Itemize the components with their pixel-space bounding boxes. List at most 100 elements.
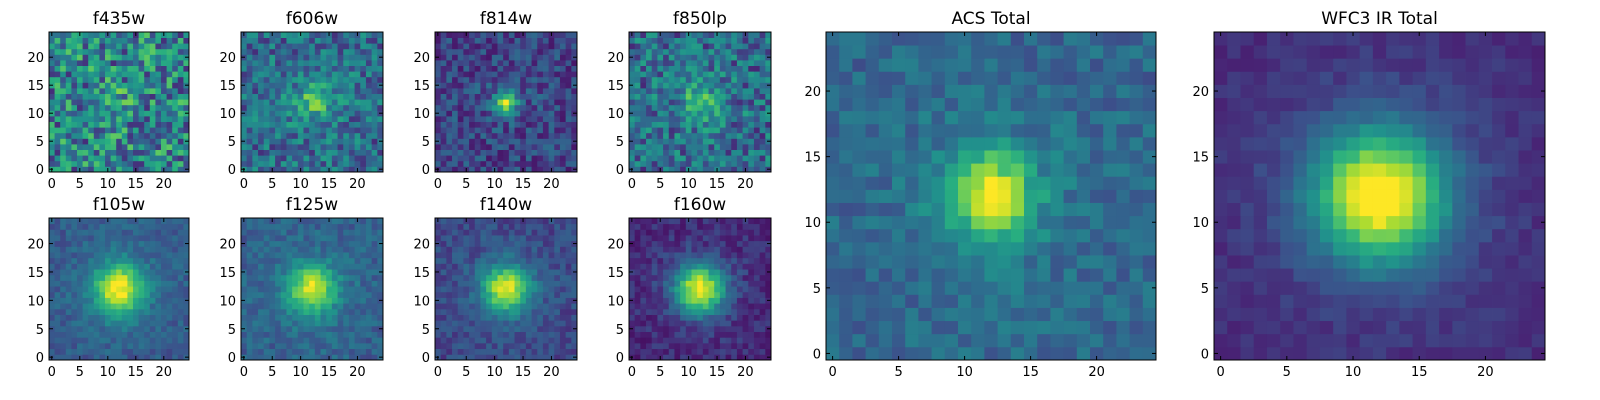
heatmap-cell	[491, 331, 498, 338]
heatmap-cell	[634, 88, 641, 94]
heatmap-cell	[110, 297, 117, 304]
heatmap-cell	[258, 71, 265, 78]
heatmap-cell	[138, 337, 145, 344]
heatmap-cell	[127, 155, 134, 162]
heatmap-cell	[82, 246, 89, 253]
heatmap-cell	[172, 308, 179, 315]
heatmap-cell	[337, 121, 344, 128]
heatmap-cell	[537, 37, 544, 44]
heatmap-cell	[116, 48, 123, 55]
heatmap-cell	[554, 291, 561, 298]
heatmap-cell	[469, 308, 476, 315]
heatmap-cell	[663, 160, 670, 167]
heatmap-cell	[133, 60, 139, 66]
heatmap-cell	[121, 229, 128, 236]
heatmap-cell	[640, 110, 647, 117]
heatmap-cell	[668, 76, 675, 83]
heatmap-cell	[548, 252, 555, 259]
heatmap-cell	[685, 144, 692, 150]
heatmap-cell	[503, 149, 510, 156]
heatmap-cell	[371, 88, 378, 94]
heatmap-cell	[565, 160, 572, 167]
heatmap-cell	[759, 297, 766, 304]
heatmap-cell	[88, 235, 95, 242]
heatmap-cell	[155, 99, 162, 106]
heatmap-cell	[765, 280, 772, 287]
heatmap-cell	[765, 48, 772, 55]
heatmap-cell	[685, 297, 692, 304]
heatmap-cell	[554, 43, 561, 50]
heatmap-cell	[269, 82, 276, 89]
heatmap-cell	[497, 325, 504, 332]
heatmap-cell	[525, 229, 532, 236]
heatmap-cell	[691, 348, 698, 355]
heatmap-cell	[105, 160, 111, 167]
heatmap-cell	[491, 160, 498, 167]
heatmap-cell	[514, 76, 521, 83]
heatmap-cell	[331, 308, 338, 315]
heatmap-cell	[463, 71, 470, 78]
heatmap-cell	[463, 65, 470, 72]
heatmap-cell	[371, 291, 378, 298]
heatmap-cell	[736, 71, 743, 78]
heatmap-cell	[161, 229, 167, 236]
heatmap-cell	[105, 274, 111, 281]
heatmap-cell	[559, 43, 567, 50]
heatmap-cell	[252, 308, 259, 315]
heatmap-cell	[133, 116, 139, 122]
heatmap-cell	[491, 48, 498, 55]
heatmap-cell	[657, 144, 664, 150]
heatmap-cell	[77, 314, 83, 321]
heatmap-cell	[480, 297, 487, 304]
heatmap-cell	[486, 280, 493, 287]
heatmap-cell	[629, 48, 636, 55]
heatmap-cell	[435, 160, 442, 167]
heatmap-cell	[269, 257, 276, 264]
heatmap-cell	[88, 93, 95, 100]
heatmap-cell	[292, 246, 299, 253]
heatmap-cell	[640, 291, 647, 298]
heatmap-cell	[275, 110, 282, 117]
heatmap-cells	[435, 32, 578, 173]
heatmap-cell	[708, 342, 715, 350]
heatmap-cell	[331, 297, 338, 304]
heatmap-cell	[674, 99, 681, 106]
heatmap-cell	[435, 60, 442, 66]
heatmap-cell	[177, 331, 184, 338]
heatmap-cell	[503, 314, 510, 321]
heatmap-cell	[537, 325, 544, 332]
heatmap-cell	[668, 32, 675, 38]
heatmap-cell	[246, 82, 253, 89]
heatmap-cell	[668, 149, 675, 156]
heatmap-cell	[314, 37, 321, 44]
heatmap-cell	[457, 269, 464, 276]
heatmap-cell	[331, 121, 338, 128]
heatmap-cell	[161, 127, 167, 134]
heatmap-cell	[360, 93, 367, 100]
heatmap-cell	[520, 223, 527, 230]
heatmap-cell	[469, 54, 476, 61]
heatmap-cell	[269, 308, 276, 315]
heatmap-cell	[731, 99, 738, 106]
heatmap-cell	[503, 160, 510, 167]
heatmap-cell	[93, 166, 100, 173]
heatmap-cell	[326, 280, 333, 287]
heatmap-cell	[753, 138, 761, 145]
heatmap-cell	[183, 37, 190, 44]
heatmap-cell	[177, 291, 184, 298]
heatmap-cell	[269, 325, 276, 332]
heatmap-cell	[753, 308, 761, 315]
heatmap-cell	[548, 342, 555, 350]
heatmap-cell	[354, 337, 361, 344]
heatmap-cell	[520, 99, 527, 106]
heatmap-cell	[542, 65, 549, 72]
heatmap-cell	[149, 263, 156, 270]
heatmap-cell	[172, 104, 179, 111]
heatmap-cell	[480, 274, 487, 281]
heatmap-cell	[542, 144, 549, 150]
heatmap-cell	[252, 229, 259, 236]
heatmap-cell	[275, 235, 282, 242]
heatmap-cell	[480, 325, 487, 332]
heatmap-cell	[497, 32, 504, 38]
heatmap-cell	[269, 93, 276, 100]
